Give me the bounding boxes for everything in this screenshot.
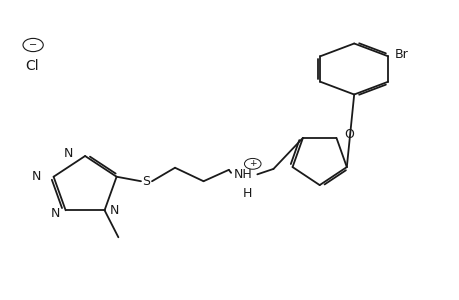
- Text: O: O: [344, 128, 354, 141]
- Text: N: N: [110, 204, 119, 217]
- Text: −: −: [29, 40, 37, 50]
- Text: N: N: [50, 207, 60, 220]
- Text: H: H: [242, 187, 252, 200]
- Text: +: +: [248, 159, 256, 168]
- Text: Cl: Cl: [25, 59, 39, 73]
- Text: N: N: [63, 147, 73, 160]
- Text: S: S: [142, 175, 150, 188]
- Text: N: N: [32, 170, 41, 183]
- Text: NH: NH: [234, 168, 252, 181]
- Text: Br: Br: [394, 48, 408, 61]
